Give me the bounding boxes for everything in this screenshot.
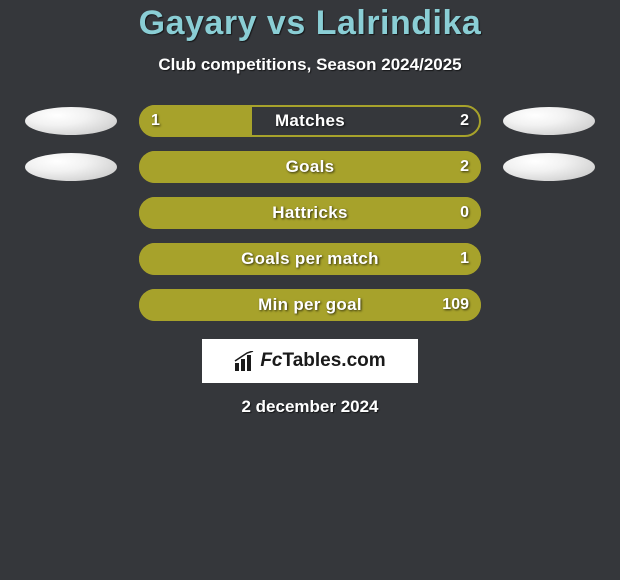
stat-value-right: 109 (442, 289, 469, 321)
player-orb-right (503, 153, 595, 181)
stat-label: Matches (139, 105, 481, 137)
brand-name: FcTables.com (260, 350, 385, 372)
page-title: Gayary vs Lalrindika (0, 4, 620, 43)
stat-value-right: 2 (460, 105, 469, 137)
bar-chart-icon (234, 351, 256, 371)
orb-spacer (25, 291, 117, 319)
orb-spacer (25, 199, 117, 227)
stat-label: Min per goal (139, 289, 481, 321)
page-subtitle: Club competitions, Season 2024/2025 (0, 55, 620, 75)
stat-row: Goals per match1 (0, 243, 620, 275)
brand-logo: FcTables.com (234, 350, 385, 372)
player-orb-right (503, 107, 595, 135)
stat-label: Hattricks (139, 197, 481, 229)
comparison-card: Gayary vs Lalrindika Club competitions, … (0, 0, 620, 417)
orb-spacer (25, 245, 117, 273)
stat-bar: 1Matches2 (139, 105, 481, 137)
stat-bar: Hattricks0 (139, 197, 481, 229)
stat-bar: Min per goal109 (139, 289, 481, 321)
stat-value-right: 1 (460, 243, 469, 275)
stat-row: Min per goal109 (0, 289, 620, 321)
stat-label: Goals per match (139, 243, 481, 275)
stat-value-right: 0 (460, 197, 469, 229)
player-orb-left (25, 107, 117, 135)
stat-row: Goals2 (0, 151, 620, 183)
stat-value-right: 2 (460, 151, 469, 183)
stat-label: Goals (139, 151, 481, 183)
stat-bar: Goals2 (139, 151, 481, 183)
stats-area: 1Matches2Goals2Hattricks0Goals per match… (0, 105, 620, 321)
orb-spacer (503, 245, 595, 273)
orb-spacer (503, 291, 595, 319)
player-orb-left (25, 153, 117, 181)
stat-row: Hattricks0 (0, 197, 620, 229)
stat-bar: Goals per match1 (139, 243, 481, 275)
footer-date: 2 december 2024 (0, 397, 620, 417)
stat-row: 1Matches2 (0, 105, 620, 137)
orb-spacer (503, 199, 595, 227)
brand-logo-box: FcTables.com (202, 339, 418, 383)
